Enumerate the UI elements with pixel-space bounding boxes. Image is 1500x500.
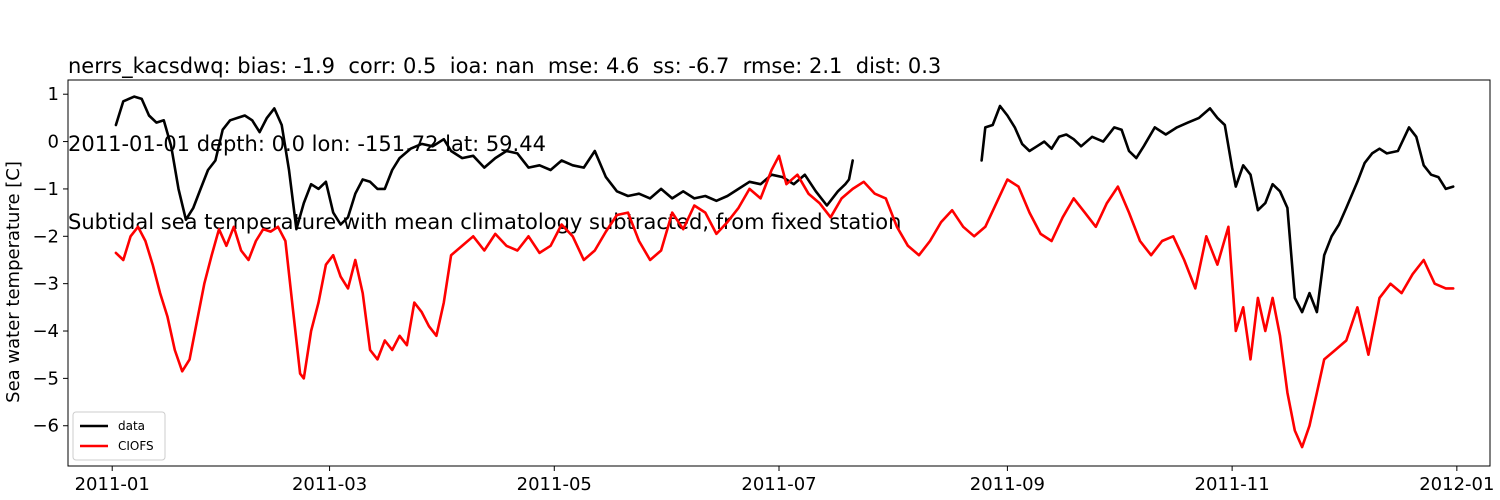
x-tick-label: 2012-01 [1419,474,1494,495]
axes-layer: 2011-01 2011-03 2011-05 2011-07 2011-09 2011-… [32,79,1494,495]
legend: data CIOFS [72,411,166,461]
legend-label-ciofs: CIOFS [118,439,154,453]
x-tick-label: 2011-03 [292,474,367,495]
legend-box [72,411,166,461]
x-tick-label: 2011-11 [1195,474,1270,495]
plot-frame [67,79,1491,467]
series-line-data-segment-1 [980,104,1455,314]
y-tick-label: 1 [48,84,59,105]
y-tick-label: −4 [32,321,59,342]
x-tick-label: 2011-01 [75,474,150,495]
y-tick-label: −5 [32,368,59,389]
y-tick-label: −1 [32,179,59,200]
title-description-line: Subtidal sea temperature with mean clima… [68,210,902,234]
y-axis-label: Sea water temperature [C] [3,161,24,403]
x-tick-label: 2011-07 [741,474,816,495]
series-line-data-segment-0 [114,95,854,231]
series-layer [114,95,1455,449]
y-tick-label: −2 [32,226,59,247]
y-tick-label: −3 [32,274,59,295]
chart-title-block: nerrs_kacsdwq: bias: -1.9 corr: 0.5 ioa:… [68,1,941,261]
y-tick-label: 0 [48,132,59,153]
x-tick-label: 2011-05 [517,474,592,495]
y-tick-label: −6 [32,416,59,437]
y-axis-label-group: Sea water temperature [C] [3,161,24,403]
series-line-ciofs-segment-0 [114,154,1455,449]
legend-label-data: data [118,419,145,433]
title-stats-line: nerrs_kacsdwq: bias: -1.9 corr: 0.5 ioa:… [68,54,942,78]
x-tick-label: 2011-09 [970,474,1045,495]
